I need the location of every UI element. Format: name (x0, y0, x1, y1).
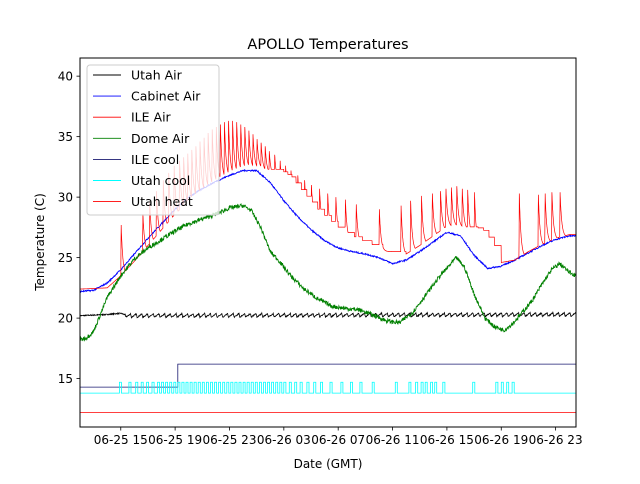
y-axis-label: Temperature (C) (33, 193, 47, 292)
y-tick-label: 15 (58, 372, 73, 386)
chart-title: APOLLO Temperatures (247, 37, 408, 53)
series-ile-air-line (80, 120, 576, 290)
legend: Utah Air Cabinet Air ILE Air Dome Air ILE co… (86, 64, 220, 216)
x-axis: 06-25 15 06-25 19 06-25 23 06-26 03 06-26 07… (94, 427, 583, 447)
y-tick-label: 20 (58, 312, 73, 326)
x-tick-label: 06-26 11 (366, 433, 420, 447)
y-tick-label: 35 (58, 130, 73, 144)
legend-item-utah-heat: Utah heat (93, 194, 193, 209)
legend-box (86, 64, 220, 216)
series-utah-air-line (80, 311, 576, 319)
x-tick-label: 06-26 19 (474, 433, 528, 447)
legend-item-utah-cool: Utah cool (93, 173, 190, 188)
x-tick-label: 06-26 15 (420, 433, 474, 447)
x-tick-label: 06-25 19 (148, 433, 202, 447)
legend-item-cabinet-air: Cabinet Air (93, 89, 201, 104)
legend-item-ile-air: ILE Air (93, 110, 172, 125)
y-tick-label: 25 (58, 251, 73, 265)
plot-frame (79, 57, 577, 428)
legend-label: Cabinet Air (131, 89, 201, 104)
x-tick-label: 06-25 23 (203, 433, 257, 447)
x-tick-label: 06-26 07 (311, 433, 365, 447)
legend-label: ILE Air (131, 110, 172, 125)
x-tick-label: 06-26 23 (529, 433, 583, 447)
x-tick-label: 06-26 03 (257, 433, 311, 447)
x-axis-label: Date (GMT) (294, 457, 363, 471)
series-dome-air-line (80, 202, 576, 342)
legend-label: Utah heat (131, 194, 193, 209)
legend-label: Utah cool (131, 173, 190, 188)
y-axis: 15 20 25 30 35 40 (58, 70, 80, 386)
legend-item-dome-air: Dome Air (93, 131, 190, 146)
legend-label: Dome Air (131, 131, 190, 146)
legend-item-utah-air: Utah Air (93, 68, 183, 83)
x-tick-label: 06-25 15 (94, 433, 148, 447)
legend-label: Utah Air (131, 68, 183, 83)
y-tick-label: 40 (58, 70, 73, 84)
legend-label: ILE cool (131, 152, 179, 167)
plot-area (80, 120, 576, 413)
series-utah-cool-line (80, 381, 576, 394)
y-tick-label: 30 (58, 191, 73, 205)
legend-item-ile-cool: ILE cool (93, 152, 179, 167)
